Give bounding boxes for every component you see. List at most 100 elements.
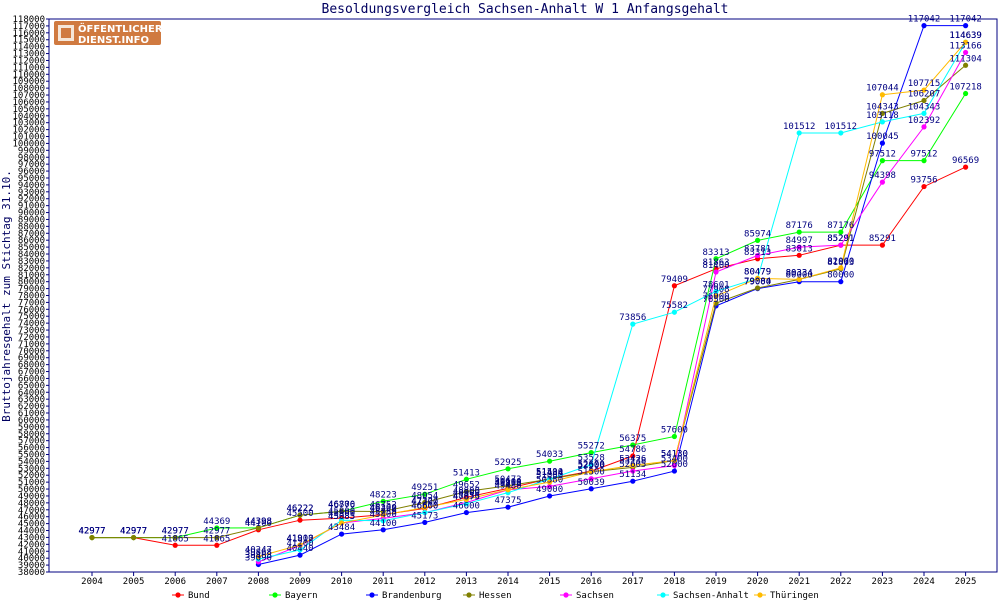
y-tick-label: 74000	[18, 319, 45, 329]
data-label: 52600	[661, 460, 688, 470]
y-tick-label: 62000	[18, 402, 45, 412]
data-label: 100045	[866, 132, 899, 142]
data-label: 52500	[578, 461, 605, 471]
series-line	[92, 93, 967, 539]
data-label: 82000	[827, 257, 854, 267]
data-point	[630, 478, 636, 484]
y-tick-label: 41000	[18, 547, 45, 557]
data-label: 44100	[245, 519, 272, 529]
y-tick-label: 111000	[12, 63, 45, 73]
data-point	[588, 450, 594, 456]
x-tick-label: 2004	[81, 577, 103, 587]
data-label: 96569	[952, 156, 979, 166]
y-tick-label: 85000	[18, 243, 45, 253]
data-point	[505, 504, 511, 510]
data-label: 117042	[949, 15, 982, 25]
data-label: 45500	[286, 509, 313, 519]
data-label: 107715	[908, 79, 941, 89]
y-tick-label: 110000	[12, 70, 45, 80]
legend-swatch-marker	[563, 592, 569, 598]
logo-line-2: DIENST.INFO	[78, 35, 149, 46]
y-tick-label: 45000	[18, 520, 45, 530]
y-tick-label: 96000	[18, 167, 45, 177]
data-point	[879, 179, 886, 185]
data-label: 94398	[869, 171, 896, 181]
data-label: 107218	[949, 83, 982, 93]
y-tick-label: 88000	[18, 222, 45, 232]
data-point	[963, 39, 969, 45]
data-label: 52605	[619, 460, 646, 470]
y-axis-label: Bruttojahresgehalt zum Stichtag 31.10.	[0, 170, 13, 422]
x-tick-label: 2009	[289, 577, 311, 587]
data-point	[921, 23, 927, 29]
data-label: 54130	[661, 450, 688, 460]
x-tick-label: 2019	[705, 577, 727, 587]
y-tick-label: 71000	[18, 340, 45, 350]
data-label: 80479	[744, 267, 771, 277]
data-label: 83813	[786, 244, 813, 254]
y-tick-label: 59000	[18, 423, 45, 433]
data-label: 39868	[245, 548, 272, 558]
y-tick-label: 87000	[18, 229, 45, 239]
legend-item: Hessen	[463, 591, 512, 600]
y-tick-label: 46000	[18, 513, 45, 523]
data-point	[879, 110, 886, 117]
legend-item: Brandenburg	[366, 591, 442, 600]
x-tick-label: 2016	[580, 577, 602, 587]
y-tick-label: 73000	[18, 326, 45, 336]
data-label: 42977	[120, 527, 147, 537]
data-label: 80000	[827, 271, 854, 281]
legend-swatch-marker	[757, 592, 763, 598]
data-point	[297, 512, 303, 518]
data-point	[255, 525, 261, 531]
data-label: 49652	[453, 480, 480, 490]
x-tick-label: 2020	[747, 577, 769, 587]
data-label: 101512	[783, 122, 816, 132]
data-label: 42977	[78, 527, 105, 537]
data-label: 111304	[949, 54, 982, 64]
data-point	[297, 542, 303, 548]
data-point	[755, 285, 761, 291]
data-point	[463, 501, 469, 507]
data-label: 48054	[411, 492, 438, 502]
data-label: 104343	[908, 102, 941, 112]
data-label: 78601	[702, 280, 729, 290]
data-point	[963, 62, 969, 68]
y-tick-label: 44000	[18, 527, 45, 537]
data-point	[463, 509, 469, 516]
data-label: 87176	[827, 221, 854, 231]
data-label: 46752	[370, 501, 397, 511]
data-point	[422, 499, 428, 506]
legend-swatch-marker	[660, 592, 666, 598]
data-label: 42977	[162, 527, 189, 537]
y-tick-label: 109000	[12, 77, 45, 87]
data-label: 42977	[120, 527, 147, 537]
data-point	[339, 508, 345, 514]
data-point	[630, 468, 636, 474]
data-label: 76900	[702, 292, 729, 302]
data-label: 73856	[619, 313, 646, 323]
y-tick-label: 56000	[18, 444, 45, 454]
y-tick-label: 117000	[12, 22, 45, 32]
data-point	[713, 269, 719, 275]
y-tick-label: 78000	[18, 292, 45, 302]
y-tick-label: 108000	[12, 84, 45, 94]
data-label: 83781	[744, 245, 771, 255]
data-label: 47200	[411, 497, 438, 507]
data-label: 46600	[411, 502, 438, 512]
data-label: 83313	[744, 248, 771, 258]
data-point	[796, 252, 802, 258]
data-point	[671, 457, 678, 464]
data-label: 51500	[578, 468, 605, 478]
data-label: 46600	[453, 502, 480, 512]
legend-label: Hessen	[479, 591, 512, 600]
y-tick-label: 38000	[18, 568, 45, 578]
y-tick-label: 40000	[18, 554, 45, 564]
y-tick-label: 113000	[12, 50, 45, 60]
data-label: 49480	[494, 482, 521, 492]
data-point	[796, 276, 802, 282]
y-tick-label: 107000	[12, 91, 45, 101]
data-point	[172, 534, 178, 541]
